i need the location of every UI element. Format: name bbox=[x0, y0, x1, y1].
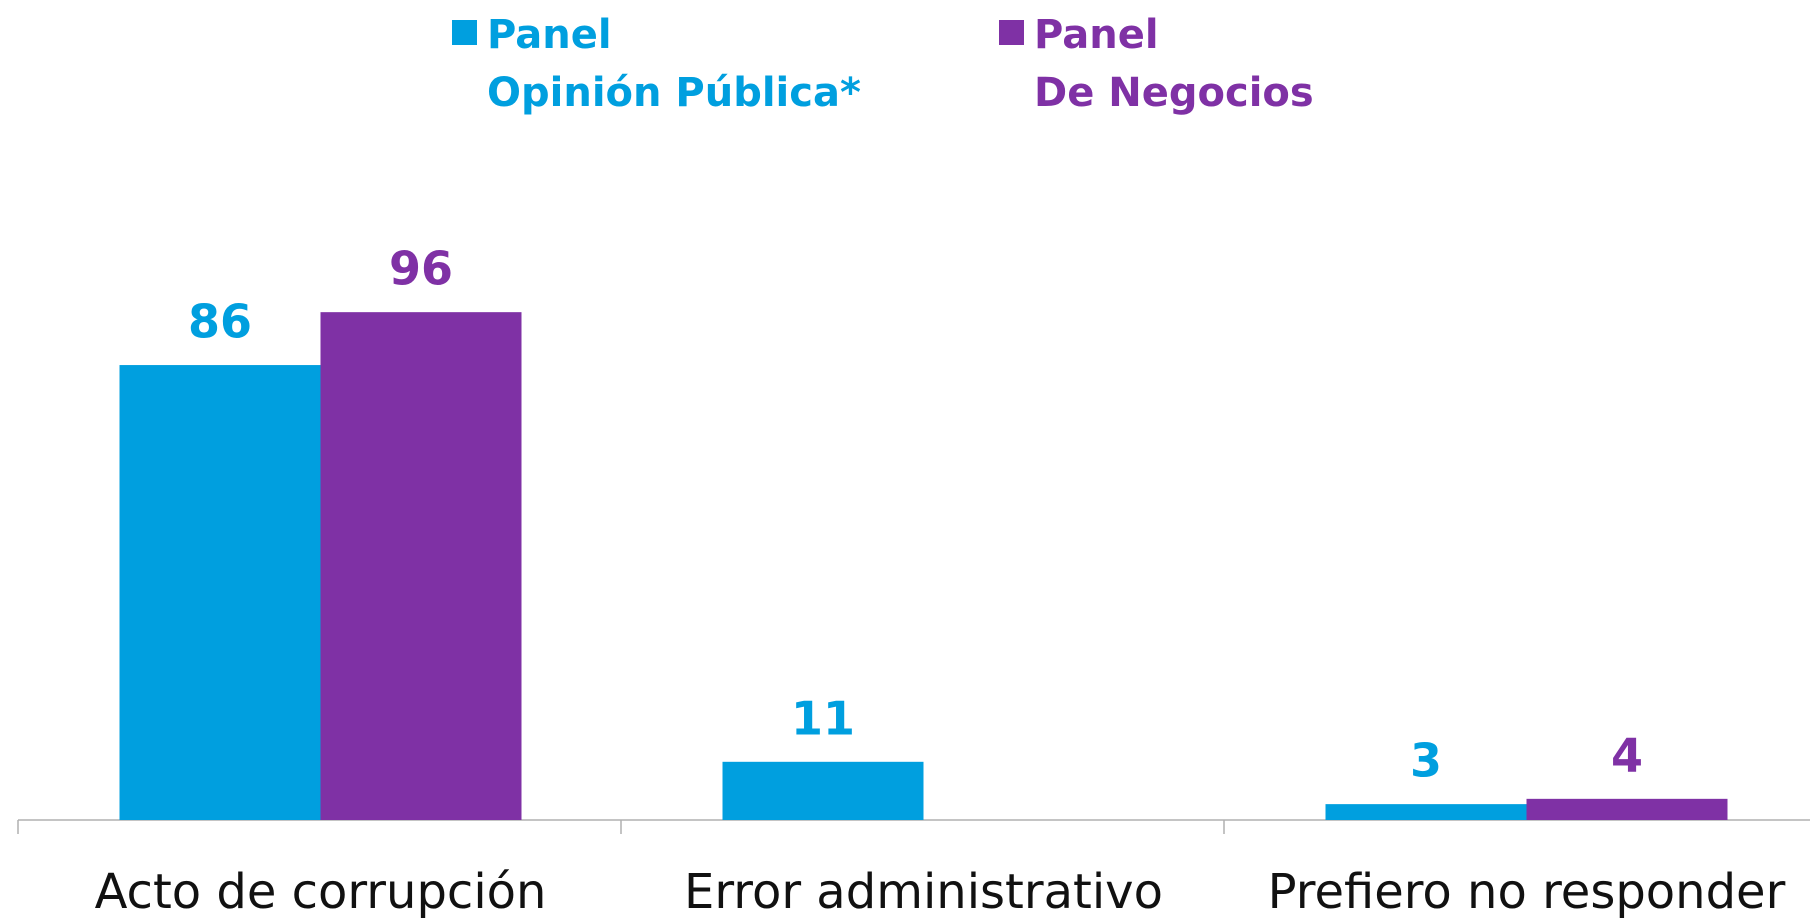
legend-label: Panel Opinión Pública* bbox=[487, 12, 861, 116]
legend-swatch bbox=[452, 20, 477, 45]
legend-swatch bbox=[999, 20, 1024, 45]
bar bbox=[1325, 804, 1527, 820]
bar bbox=[320, 312, 522, 820]
bar bbox=[119, 365, 321, 820]
value-label: 11 bbox=[791, 691, 855, 745]
value-label: 86 bbox=[188, 295, 252, 349]
bar bbox=[722, 761, 924, 820]
value-label: 96 bbox=[389, 242, 453, 296]
x-tick-label: Acto de corrupción bbox=[95, 864, 547, 920]
value-label: 3 bbox=[1410, 734, 1442, 788]
legend-label: Panel De Negocios bbox=[1034, 12, 1314, 116]
bar bbox=[1526, 798, 1728, 820]
legend-item: Panel Opinión Pública* bbox=[452, 6, 861, 122]
legend-item: Panel De Negocios bbox=[999, 6, 1314, 122]
x-tick-label: Prefiero no responder bbox=[1268, 864, 1786, 920]
value-label: 4 bbox=[1611, 728, 1643, 782]
x-tick-label: Error administrativo bbox=[684, 864, 1163, 920]
